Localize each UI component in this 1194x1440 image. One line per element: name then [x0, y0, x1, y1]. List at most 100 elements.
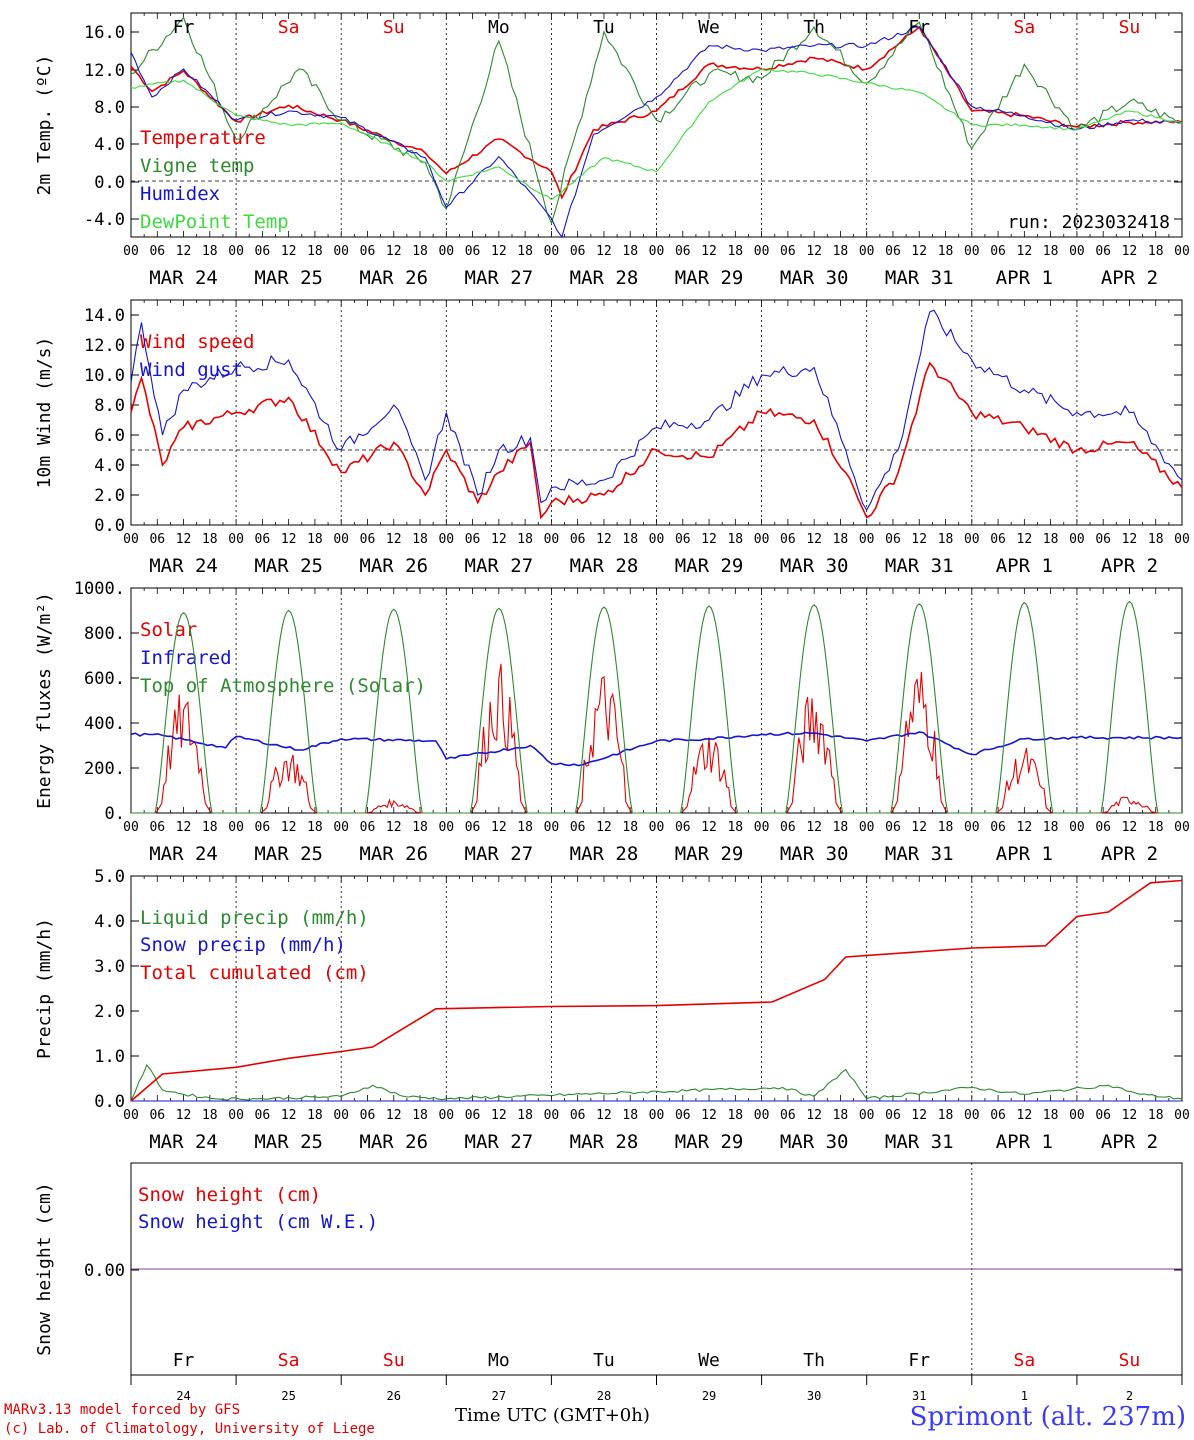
- hour-tick-label: 00: [754, 244, 770, 259]
- hour-tick-label: 06: [675, 244, 691, 259]
- y-tick-label: 4.0: [94, 135, 125, 155]
- hour-tick-label: 00: [438, 1108, 454, 1123]
- weekday-label: Mo: [488, 17, 510, 38]
- day-number-label: 24: [176, 1389, 190, 1403]
- hour-tick-label: 18: [412, 1108, 428, 1123]
- legend-entry: Vigne temp: [140, 155, 254, 177]
- date-label: MAR 25: [254, 1131, 323, 1153]
- weekday-label: Su: [1119, 1350, 1141, 1371]
- hour-tick-label: 00: [228, 1108, 244, 1123]
- hour-tick-label: 00: [964, 244, 980, 259]
- date-label: MAR 29: [675, 267, 744, 289]
- date-label: MAR 28: [570, 1131, 639, 1153]
- hour-tick-label: 00: [544, 1108, 560, 1123]
- hour-tick-label: 18: [517, 1108, 533, 1123]
- hour-tick-label: 12: [1122, 244, 1138, 259]
- hour-tick-label: 18: [622, 820, 638, 835]
- y-tick-label: 8.0: [94, 98, 125, 118]
- weekday-label: We: [698, 1350, 720, 1371]
- legend-entry: Solar: [140, 619, 197, 641]
- hour-tick-label: 18: [202, 820, 218, 835]
- hour-tick-label: 12: [911, 244, 927, 259]
- day-number-label: 29: [702, 1389, 716, 1403]
- hour-tick-label: 00: [649, 820, 665, 835]
- legend-entry: DewPoint Temp: [140, 211, 289, 233]
- hour-tick-label: 18: [938, 244, 954, 259]
- hour-tick-label: 06: [255, 532, 271, 547]
- weekday-label: Sa: [1014, 1350, 1036, 1371]
- weekday-label: Fr: [908, 17, 930, 38]
- hour-tick-label: 12: [281, 532, 297, 547]
- hour-tick-label: 12: [386, 244, 402, 259]
- y-tick-label: 0.0: [94, 1092, 125, 1112]
- date-label: MAR 26: [359, 267, 428, 289]
- y-tick-label: 200.: [84, 759, 125, 779]
- weekday-label: Fr: [173, 17, 195, 38]
- hour-tick-label: 12: [1122, 532, 1138, 547]
- hour-tick-label: 18: [833, 820, 849, 835]
- hour-tick-label: 12: [596, 532, 612, 547]
- hour-tick-label: 00: [1174, 1108, 1190, 1123]
- hour-tick-label: 00: [544, 820, 560, 835]
- date-label: MAR 30: [780, 555, 849, 577]
- hour-tick-label: 18: [833, 244, 849, 259]
- series-line-vigne-temp: [130, 16, 1182, 225]
- hour-tick-label: 06: [465, 244, 481, 259]
- hour-tick-label: 12: [596, 820, 612, 835]
- hour-tick-label: 18: [412, 244, 428, 259]
- hour-tick-label: 12: [176, 1108, 192, 1123]
- weekday-label: Fr: [173, 1350, 195, 1371]
- hour-tick-label: 18: [517, 820, 533, 835]
- date-label: MAR 24: [149, 843, 218, 865]
- y-tick-label: -4.0: [84, 210, 125, 230]
- hour-tick-label: 18: [833, 532, 849, 547]
- y-tick-label: 3.0: [94, 957, 125, 977]
- weekday-label: Fr: [908, 1350, 930, 1371]
- hour-tick-label: 00: [1174, 244, 1190, 259]
- hour-tick-label: 00: [1069, 820, 1085, 835]
- hour-tick-label: 12: [701, 532, 717, 547]
- hour-tick-label: 06: [675, 820, 691, 835]
- hour-tick-label: 00: [123, 532, 139, 547]
- date-label: MAR 24: [149, 267, 218, 289]
- hour-tick-label: 00: [964, 532, 980, 547]
- weekday-label: Th: [803, 17, 825, 38]
- hour-tick-label: 06: [780, 820, 796, 835]
- hour-tick-label: 06: [570, 820, 586, 835]
- hour-tick-label: 12: [1122, 820, 1138, 835]
- date-label: MAR 28: [570, 267, 639, 289]
- y-axis-label: Snow height (cm): [34, 1182, 55, 1355]
- hour-tick-label: 18: [412, 820, 428, 835]
- hour-tick-label: 06: [1095, 1108, 1111, 1123]
- hour-tick-label: 06: [780, 532, 796, 547]
- date-label: APR 2: [1101, 843, 1158, 865]
- legend-entry: Snow height (cm W.E.): [138, 1211, 378, 1233]
- hour-tick-label: 12: [386, 820, 402, 835]
- hour-tick-label: 00: [123, 244, 139, 259]
- hour-tick-label: 00: [544, 532, 560, 547]
- date-label: MAR 26: [359, 843, 428, 865]
- hour-tick-label: 18: [307, 1108, 323, 1123]
- y-tick-label: 0.00: [84, 1261, 125, 1281]
- hour-tick-label: 12: [386, 532, 402, 547]
- hour-tick-label: 18: [1043, 244, 1059, 259]
- date-label: MAR 27: [465, 1131, 534, 1153]
- hour-tick-label: 00: [649, 1108, 665, 1123]
- weekday-label: Su: [383, 17, 405, 38]
- hour-tick-label: 00: [333, 244, 349, 259]
- hour-tick-label: 06: [1095, 532, 1111, 547]
- date-label: APR 1: [996, 555, 1053, 577]
- hour-tick-label: 18: [202, 1108, 218, 1123]
- hour-tick-label: 00: [333, 532, 349, 547]
- hour-tick-label: 18: [1043, 532, 1059, 547]
- day-number-label: 26: [387, 1389, 401, 1403]
- hour-tick-label: 18: [938, 1108, 954, 1123]
- hour-tick-label: 06: [360, 1108, 376, 1123]
- hour-tick-label: 00: [754, 820, 770, 835]
- hour-tick-label: 00: [438, 820, 454, 835]
- hour-tick-label: 12: [491, 244, 507, 259]
- date-label: MAR 29: [675, 843, 744, 865]
- date-label: APR 1: [996, 843, 1053, 865]
- hour-tick-label: 06: [990, 820, 1006, 835]
- legend-entry: Liquid precip (mm/h): [140, 907, 369, 929]
